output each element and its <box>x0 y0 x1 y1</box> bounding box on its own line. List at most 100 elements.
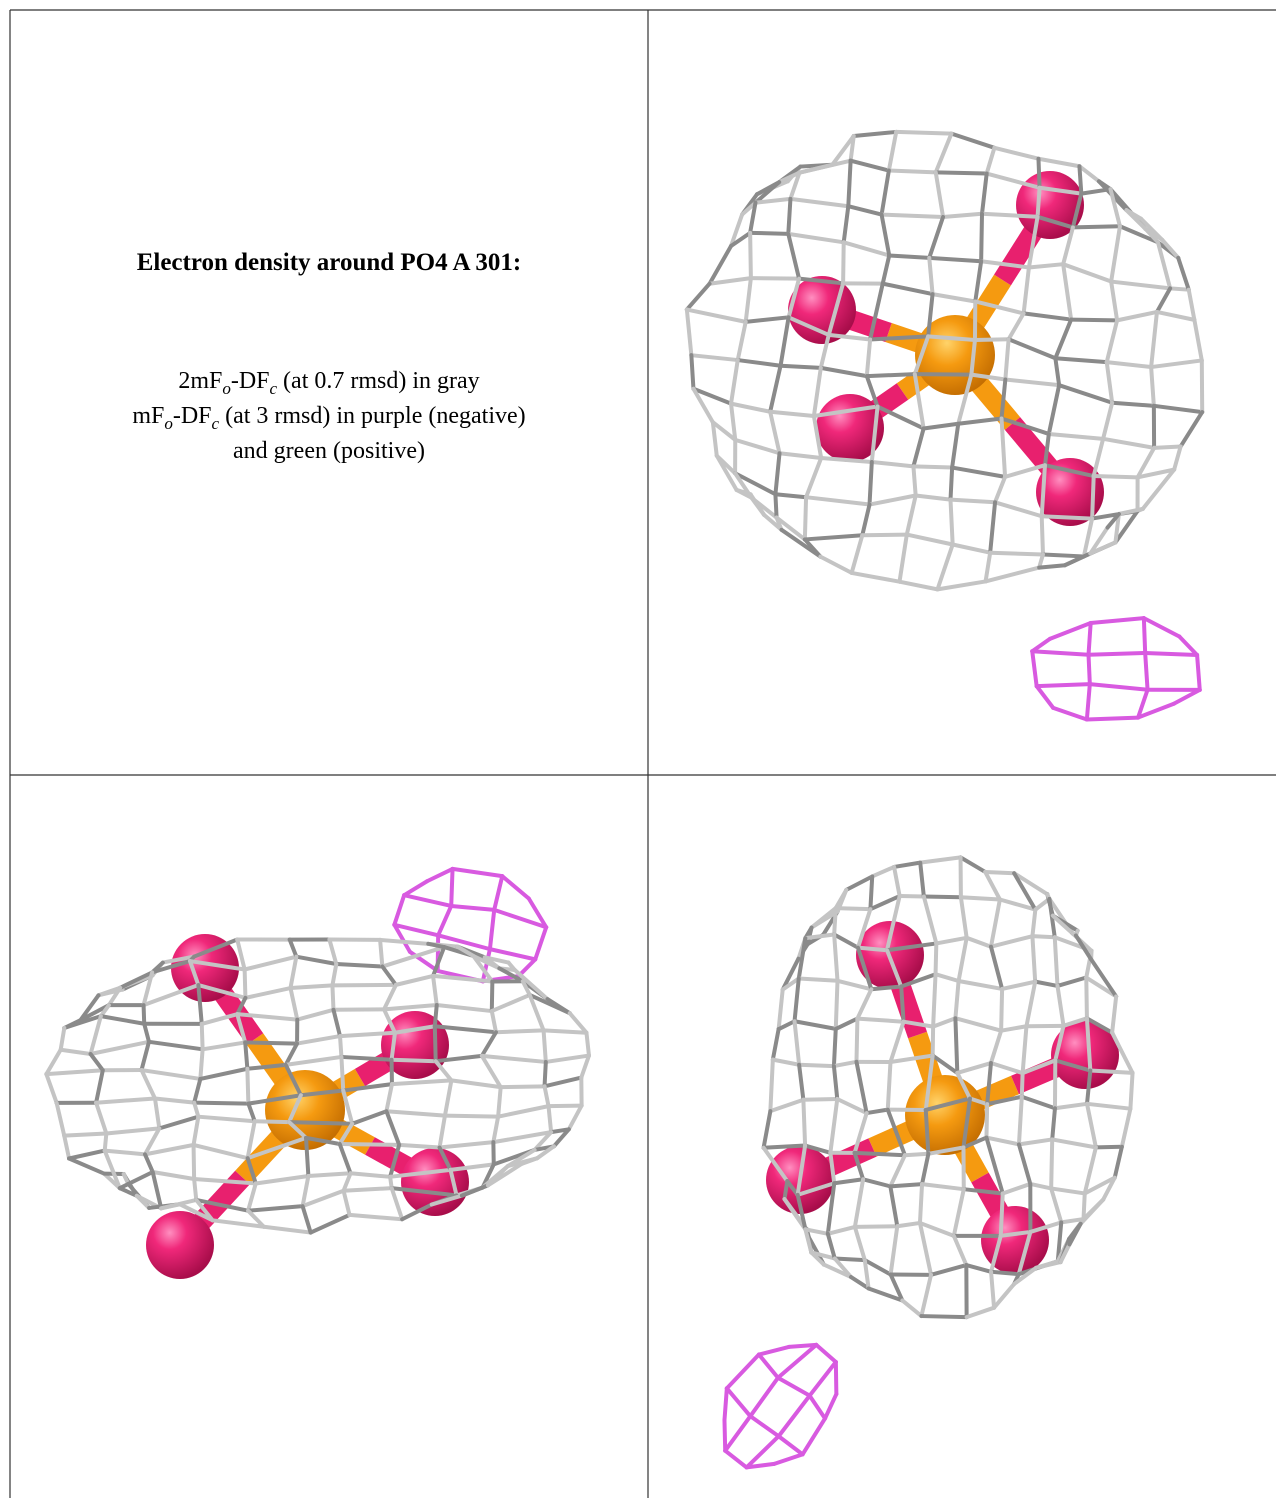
mesh-wire <box>1020 1058 1058 1076</box>
mesh-wire <box>243 1040 250 1071</box>
oxygen-atom <box>816 394 884 462</box>
mesh-wire <box>1035 214 1075 230</box>
mesh-wire <box>860 532 909 538</box>
mesh-wire <box>852 1111 869 1155</box>
mesh-wire <box>864 337 873 379</box>
mesh-wire <box>1155 240 1173 291</box>
mesh-wire <box>479 1030 498 1058</box>
mesh-wire <box>797 1062 806 1102</box>
mesh-wire <box>62 1131 109 1138</box>
mesh-wire <box>832 1256 867 1263</box>
mesh-wire <box>382 1007 397 1035</box>
mesh-wire <box>382 982 398 1012</box>
mesh-wire <box>1149 365 1156 408</box>
mesh-wire <box>1110 400 1156 408</box>
mesh-wire <box>958 895 1002 902</box>
mesh-wire <box>58 1026 67 1052</box>
mesh-wire <box>437 1140 496 1150</box>
mesh-wire <box>919 1314 969 1320</box>
mesh-wire <box>885 1060 893 1112</box>
mesh-wire <box>1042 431 1051 468</box>
mesh-wire <box>192 1176 258 1186</box>
mesh-wire <box>950 465 1008 479</box>
mesh-wire <box>733 471 754 500</box>
mesh-wire <box>541 1028 548 1064</box>
mesh-wire <box>917 1220 956 1238</box>
mesh-wire <box>491 1114 501 1145</box>
mesh-wire <box>888 1272 905 1303</box>
mesh-wire <box>892 864 902 899</box>
mesh-wire <box>1143 651 1150 692</box>
mesh-wire <box>482 955 502 971</box>
mesh-wire <box>723 1414 753 1453</box>
mesh-wire <box>245 1156 258 1186</box>
mesh-wire <box>88 1039 151 1056</box>
mesh-wire <box>772 1452 805 1466</box>
mesh-wire <box>1052 935 1060 988</box>
mesh-wire <box>1053 1023 1066 1063</box>
mesh-wire <box>300 1173 311 1209</box>
mesh-wire <box>951 1187 966 1238</box>
mesh-wire <box>1034 682 1092 689</box>
mesh-wire <box>804 455 824 500</box>
mesh-wire <box>801 1097 808 1148</box>
mesh-wire <box>748 200 758 235</box>
mesh-wire <box>892 860 923 869</box>
mesh-wire <box>1055 975 1089 988</box>
mesh-wire <box>1176 255 1191 292</box>
mesh-wire <box>542 1075 584 1089</box>
caption-text: (at 0.7 rmsd) in gray <box>277 368 480 394</box>
mesh-wire <box>393 973 436 987</box>
mesh-wire <box>512 968 550 1002</box>
mesh-wire <box>1019 1094 1057 1111</box>
mesh-wire <box>294 954 339 966</box>
mesh-wire <box>846 158 853 209</box>
mesh-wire <box>802 533 865 542</box>
mesh-wire <box>44 1047 63 1077</box>
mesh-wire <box>958 855 988 874</box>
mesh-wire <box>1026 214 1040 270</box>
mesh-wire <box>1085 1101 1133 1111</box>
mesh-wire <box>1057 383 1115 405</box>
mesh-wire <box>584 1030 591 1058</box>
mesh-wire <box>961 1096 972 1150</box>
mesh-wire <box>841 204 851 245</box>
mesh-wire <box>246 1208 266 1229</box>
mesh-wire <box>1039 463 1047 519</box>
mesh-wire <box>44 1072 59 1105</box>
mesh-wire <box>733 471 778 497</box>
mesh-wire <box>520 979 532 997</box>
mesh-wire <box>849 1275 871 1291</box>
mesh-wire <box>1049 1186 1087 1196</box>
mesh-wire <box>854 1059 869 1116</box>
mesh-wire <box>142 1021 151 1044</box>
table-borders <box>9 9 1276 1498</box>
mesh-wire <box>339 1054 394 1062</box>
mesh-wire <box>1037 552 1045 570</box>
mesh-wire <box>811 404 880 418</box>
mesh-wire <box>210 1218 266 1229</box>
mesh-wire <box>341 1186 394 1193</box>
mesh-wire <box>918 860 926 899</box>
mesh-wire <box>102 1131 109 1153</box>
mesh-wire <box>776 1019 797 1032</box>
mesh-wire <box>761 1143 808 1150</box>
mesh-wire <box>1090 474 1096 521</box>
mesh-wire <box>735 319 748 363</box>
mesh-wire <box>449 1078 503 1090</box>
mesh-wire <box>831 1064 840 1101</box>
mesh-wire <box>527 992 546 1033</box>
mesh-wire <box>1113 508 1140 545</box>
mesh-wire <box>98 1014 147 1026</box>
mesh-wire <box>1006 337 1058 361</box>
mesh-wire <box>1109 224 1122 284</box>
mesh-wire <box>933 170 989 176</box>
mesh-wire <box>825 1224 857 1236</box>
mesh-wire <box>797 158 853 175</box>
mesh-wire <box>1104 318 1120 365</box>
mesh-wire <box>1109 279 1120 323</box>
mesh-wire <box>1086 651 1148 657</box>
mesh-wire <box>1171 687 1202 706</box>
mesh-wire <box>188 959 201 988</box>
